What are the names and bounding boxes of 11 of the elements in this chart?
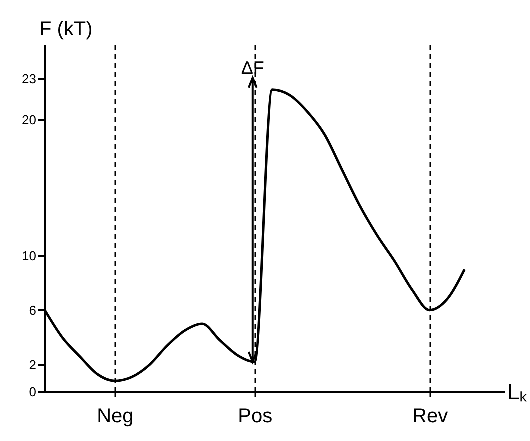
x-tick-label: Pos [238,406,273,428]
y-tick-label: 0 [29,384,36,400]
y-axis-title: F (kT) [40,18,93,40]
y-tick-label: 20 [22,112,36,128]
y-tick-label: 6 [29,302,36,318]
x-axis-title: Lₖ [508,380,528,404]
y-tick-label: 10 [22,248,36,264]
x-tick-label: Neg [97,406,134,428]
y-tick-label: 2 [29,357,36,372]
y-tick-label: 23 [22,72,36,87]
x-tick-label: Rev [412,406,448,428]
